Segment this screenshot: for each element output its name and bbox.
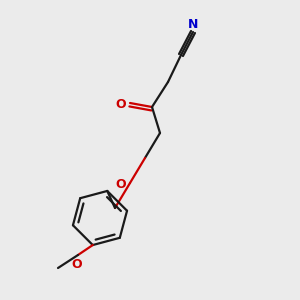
Text: O: O bbox=[116, 178, 126, 190]
Text: O: O bbox=[72, 257, 82, 271]
Text: N: N bbox=[188, 19, 198, 32]
Text: O: O bbox=[116, 98, 126, 110]
